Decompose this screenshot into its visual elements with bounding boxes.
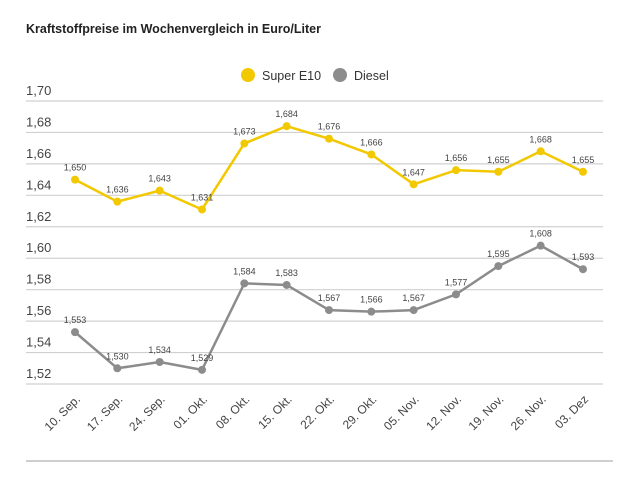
data-label: 1,553 <box>64 315 87 325</box>
y-tick-label: 1,52 <box>26 366 51 381</box>
data-point <box>494 262 503 271</box>
data-label: 1,668 <box>529 134 552 144</box>
data-point <box>155 186 164 195</box>
x-tick-label: 03. Dez <box>552 392 591 431</box>
data-point <box>579 265 587 274</box>
data-label: 1,650 <box>64 163 87 173</box>
x-tick-label: 01. Okt. <box>171 392 211 432</box>
data-label: 1,529 <box>191 353 214 363</box>
data-label: 1,567 <box>318 293 341 303</box>
data-label: 1,583 <box>275 268 298 278</box>
data-label: 1,647 <box>402 167 425 177</box>
y-tick-label: 1,66 <box>26 146 51 161</box>
x-tick-label: 08. Okt. <box>213 392 253 432</box>
data-point <box>452 166 460 175</box>
data-label: 1,566 <box>360 295 383 305</box>
data-label: 1,534 <box>148 345 171 355</box>
data-label: 1,673 <box>233 126 256 136</box>
x-tick-label: 10. Sep. <box>42 392 84 434</box>
legend-label: Diesel <box>354 69 389 83</box>
data-point <box>240 139 249 148</box>
data-point <box>367 307 376 316</box>
data-point <box>452 290 460 299</box>
x-tick-label: 24. Sep. <box>126 392 168 434</box>
data-label: 1,636 <box>106 185 129 195</box>
legend-marker <box>333 68 347 82</box>
data-label: 1,655 <box>487 155 510 165</box>
data-point <box>113 197 122 206</box>
data-point <box>198 365 206 374</box>
data-label: 1,577 <box>445 277 468 287</box>
data-label: 1,666 <box>360 137 383 147</box>
x-tick-label: 22. Okt. <box>298 392 338 432</box>
data-point <box>409 306 418 315</box>
data-label: 1,676 <box>318 122 341 132</box>
y-tick-label: 1,54 <box>26 335 51 350</box>
x-tick-label: 12. Nov. <box>423 392 464 433</box>
data-point <box>536 241 545 250</box>
data-label: 1,631 <box>191 192 214 202</box>
data-point <box>367 150 376 159</box>
data-point <box>579 167 587 176</box>
x-tick-label: 05. Nov. <box>381 392 422 433</box>
data-label: 1,656 <box>445 153 468 163</box>
x-tick-label: 26. Nov. <box>508 392 549 433</box>
data-point <box>198 205 206 214</box>
data-label: 1,593 <box>572 252 595 262</box>
y-tick-label: 1,70 <box>26 83 51 98</box>
data-label: 1,530 <box>106 351 129 361</box>
y-tick-label: 1,60 <box>26 240 51 255</box>
data-point <box>325 134 333 143</box>
chart-title: Kraftstoffpreise im Wochenvergleich in E… <box>26 22 321 36</box>
data-label: 1,655 <box>572 155 595 165</box>
data-point <box>71 175 79 184</box>
data-point <box>494 167 503 176</box>
data-point <box>282 280 291 289</box>
y-tick-label: 1,58 <box>26 272 51 287</box>
y-tick-label: 1,64 <box>26 177 51 192</box>
data-label: 1,595 <box>487 249 510 259</box>
data-point <box>240 279 249 288</box>
data-point <box>409 180 418 189</box>
legend-label: Super E10 <box>262 69 321 83</box>
x-tick-label: 15. Okt. <box>255 392 295 432</box>
x-tick-label: 29. Okt. <box>340 392 380 432</box>
y-tick-label: 1,62 <box>26 209 51 224</box>
data-point <box>71 328 79 337</box>
x-tick-label: 17. Sep. <box>84 392 126 434</box>
data-label: 1,567 <box>402 293 425 303</box>
x-tick-label: 19. Nov. <box>466 392 507 433</box>
data-point <box>536 147 545 156</box>
data-point <box>113 364 122 373</box>
data-label: 1,608 <box>529 229 552 239</box>
data-point <box>325 306 333 315</box>
data-label: 1,684 <box>275 109 298 119</box>
data-point <box>155 357 164 366</box>
y-tick-label: 1,56 <box>26 303 51 318</box>
data-point <box>282 122 291 131</box>
y-tick-label: 1,68 <box>26 114 51 129</box>
data-label: 1,584 <box>233 266 256 276</box>
legend-marker <box>241 68 255 82</box>
data-label: 1,643 <box>148 174 171 184</box>
